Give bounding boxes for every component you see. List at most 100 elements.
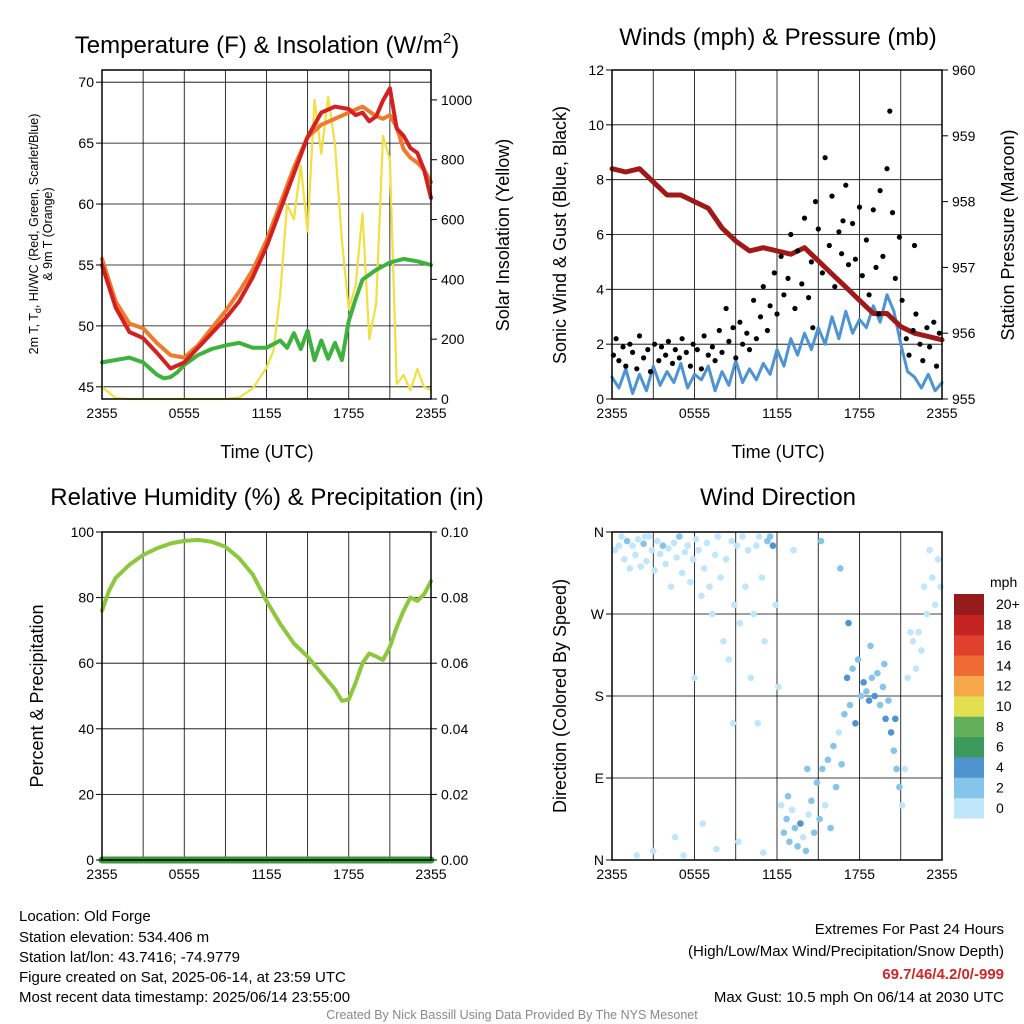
direction-point	[747, 674, 755, 682]
direction-point	[736, 619, 744, 627]
direction-point	[867, 642, 874, 650]
gust-point	[751, 297, 757, 303]
gust-point	[781, 292, 787, 298]
direction-point	[879, 683, 887, 691]
gust-point	[936, 330, 942, 336]
colorbar-swatch	[954, 675, 984, 697]
right-tick-label: 957	[952, 259, 976, 275]
gust-point	[887, 108, 893, 114]
gust-point	[845, 262, 852, 268]
direction-point	[728, 537, 735, 545]
direction-point	[648, 546, 656, 554]
gust-point	[920, 358, 926, 364]
colorbar-swatch	[954, 777, 984, 799]
direction-point	[711, 551, 719, 559]
gust-point	[927, 344, 933, 350]
direction-point	[838, 761, 845, 768]
gust-point	[850, 220, 856, 227]
direction-point	[772, 601, 779, 609]
direction-point	[799, 833, 807, 841]
gust-point	[737, 319, 743, 325]
extremes-heading: Extremes For Past 24 Hours	[815, 921, 1004, 938]
y-tick-label: 0	[596, 391, 604, 407]
right-tick-label: 960	[952, 62, 976, 78]
gust-point	[870, 207, 876, 213]
direction-point	[876, 701, 884, 709]
y-tick-label: 40	[78, 721, 94, 737]
direction-point	[865, 697, 873, 704]
speed-colorbar: mph 0 2 4 6 8 10 12 14 16 18 20+	[954, 574, 1020, 819]
gust-point	[764, 327, 771, 334]
y-tick-label: 60	[78, 655, 94, 671]
gust-point	[801, 215, 808, 221]
direction-y-axis-label: Direction (Colored By Speed)	[550, 579, 570, 813]
x-tick-label: 1155	[251, 866, 281, 882]
direction-point	[890, 747, 898, 754]
direction-point	[640, 540, 647, 548]
gust-point	[863, 237, 870, 243]
direction-point	[810, 829, 818, 836]
direction-point	[754, 720, 762, 727]
gust-point	[712, 358, 718, 364]
y-tick-label: W	[591, 606, 605, 622]
gust-point	[679, 336, 685, 342]
gust-point	[733, 355, 739, 361]
colorbar-swatch	[954, 736, 984, 758]
gust-point	[859, 273, 865, 279]
timestamp-text: Most recent data timestamp: 2025/06/14 2…	[19, 989, 350, 1006]
direction-point	[854, 656, 862, 663]
gust-point	[924, 325, 930, 331]
orange-series-line	[100, 104, 433, 360]
right-tick-label: 0.00	[441, 852, 468, 868]
direction-point	[784, 792, 792, 800]
gust-point	[726, 338, 732, 344]
y-tick-label: 2	[596, 336, 604, 352]
right-tick-label: 0.06	[441, 655, 468, 671]
direction-point	[780, 829, 788, 836]
direction-point	[621, 556, 628, 563]
direction-point	[698, 592, 705, 600]
x-tick-label: 0555	[169, 866, 200, 882]
gust-point	[665, 338, 672, 344]
temperature-chart-title: Temperature (F) & Insolation (W/m2)	[75, 30, 459, 59]
direction-point	[931, 601, 939, 609]
direction-point	[852, 720, 859, 727]
gust-point	[785, 275, 791, 281]
direction-point	[920, 583, 928, 590]
gust-point	[866, 292, 872, 298]
y-tick-label: 80	[78, 590, 94, 606]
gust-point	[917, 341, 923, 347]
y-tick-label: 6	[596, 227, 604, 243]
humidity-chart-title: Relative Humidity (%) & Precipitation (i…	[50, 484, 483, 511]
direction-point	[713, 845, 720, 853]
direction-point	[926, 546, 933, 554]
direction-point	[915, 628, 922, 636]
right-tick-label: 1000	[441, 92, 472, 108]
direction-point	[735, 838, 742, 846]
gust-point	[767, 303, 773, 309]
y-tick-label: 65	[78, 135, 94, 151]
x-tick-label: 1755	[333, 405, 364, 421]
gust-point	[740, 341, 746, 347]
direction-point	[678, 569, 686, 577]
y-tick-label: 8	[596, 172, 604, 188]
y-tick-label: 100	[71, 524, 95, 540]
direction-point	[733, 542, 741, 549]
direction-point	[750, 610, 757, 618]
gust-point	[687, 363, 694, 369]
right-tick-label: 0.02	[441, 786, 468, 802]
gust-point	[771, 270, 777, 276]
humidity-panel: Relative Humidity (%) & Precipitation (i…	[27, 484, 484, 882]
direction-point	[758, 574, 766, 581]
y-tick-label: 60	[78, 196, 94, 212]
footer-right: Extremes For Past 24 Hours (High/Low/Max…	[688, 921, 1004, 1006]
direction-point	[794, 843, 801, 850]
winds-right-axis-label: Station Pressure (Maroon)	[998, 129, 1018, 340]
direction-point	[788, 806, 796, 814]
gust-point	[806, 295, 812, 301]
direction-point	[786, 838, 793, 846]
x-tick-label: 0555	[679, 866, 710, 882]
gust-point	[669, 360, 676, 366]
colorbar-swatch	[954, 614, 984, 636]
